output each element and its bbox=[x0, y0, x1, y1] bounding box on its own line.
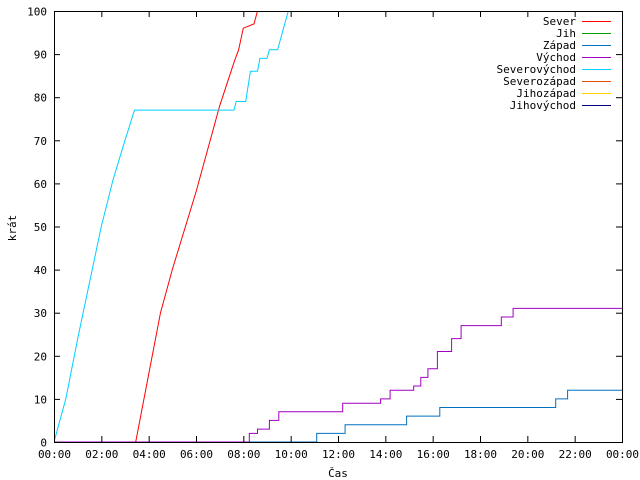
y-tick-label: 0 bbox=[40, 437, 47, 450]
y-tick-label: 20 bbox=[34, 350, 47, 363]
legend-label-severovychod: Severovýchod bbox=[497, 63, 576, 76]
y-tick-label: 50 bbox=[34, 221, 47, 234]
series-line-severovychod bbox=[54, 11, 289, 442]
x-tick-label: 22:00 bbox=[559, 448, 592, 461]
y-tick-label: 90 bbox=[34, 49, 47, 62]
x-tick-label: 14:00 bbox=[369, 448, 402, 461]
x-tick-label: 00:00 bbox=[606, 448, 639, 461]
y-tick-label: 30 bbox=[34, 307, 47, 320]
y-tick-label: 80 bbox=[34, 92, 47, 105]
y-tick-label: 10 bbox=[34, 393, 47, 406]
legend-label-jihovychod: Jihovýchod bbox=[510, 99, 576, 112]
legend-label-zapad: Západ bbox=[543, 39, 576, 52]
legend-label-vychod: Východ bbox=[536, 51, 576, 64]
x-tick-label: 18:00 bbox=[464, 448, 497, 461]
series-line-sever bbox=[54, 11, 258, 442]
x-tick-label: 00:00 bbox=[38, 448, 71, 461]
y-tick-label: 40 bbox=[34, 264, 47, 277]
y-tick-label: 70 bbox=[34, 135, 47, 148]
x-axis-title: Čas bbox=[328, 467, 348, 480]
x-tick-label: 12:00 bbox=[322, 448, 355, 461]
x-tick-label: 10:00 bbox=[275, 448, 308, 461]
legend-label-jihozapad: Jihozápad bbox=[516, 87, 576, 100]
series-line-zapad bbox=[54, 389, 622, 442]
x-tick-label: 20:00 bbox=[511, 448, 544, 461]
legend-label-sever: Sever bbox=[543, 15, 576, 28]
x-tick-label: 04:00 bbox=[133, 448, 166, 461]
ticks-layer: 0 10 20 30 40 50 60 70 80 90 100 00:00 02:00 04:00 06:… bbox=[27, 6, 639, 462]
y-tick-label: 60 bbox=[34, 178, 47, 191]
legend-label-jih: Jih bbox=[556, 27, 576, 40]
series-line-vychod bbox=[54, 307, 622, 442]
y-tick-label: 100 bbox=[27, 6, 47, 19]
series-layer bbox=[54, 11, 622, 442]
x-tick-label: 08:00 bbox=[227, 448, 260, 461]
x-tick-label: 06:00 bbox=[180, 448, 213, 461]
legend: SeverJihZápadVýchodSeverovýchodSeverozáp… bbox=[497, 15, 611, 112]
x-tick-label: 02:00 bbox=[85, 448, 118, 461]
legend-label-severozapad: Severozápad bbox=[503, 75, 576, 88]
y-axis-title: krát bbox=[6, 215, 19, 242]
x-tick-label: 16:00 bbox=[417, 448, 450, 461]
